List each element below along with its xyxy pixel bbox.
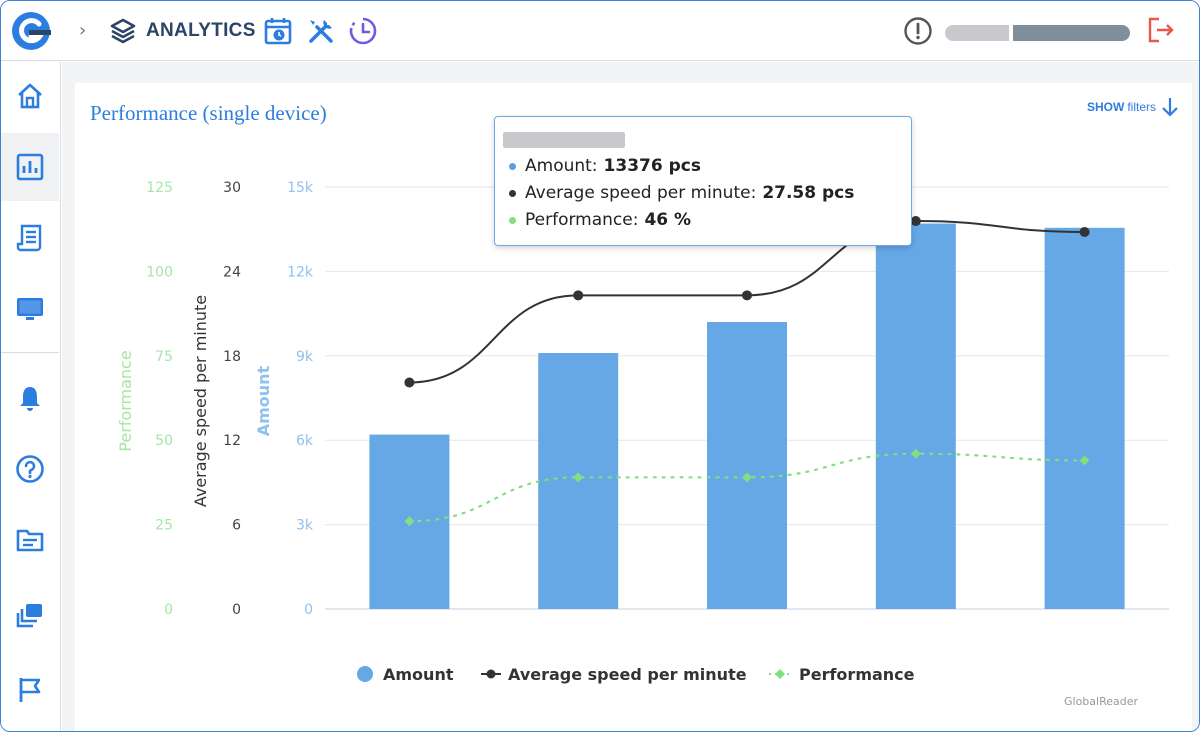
- receipt-icon: [16, 224, 42, 252]
- tooltip-row-performance: Performance: 46 %: [509, 209, 691, 231]
- user-name-placeholder[interactable]: [945, 25, 1009, 41]
- bar-amount: [1044, 227, 1125, 609]
- chevron-right-icon: ›: [79, 20, 87, 41]
- tooltip-value: 27.58 pcs: [762, 183, 855, 203]
- flag-icon: [19, 678, 41, 702]
- timer-icon[interactable]: [347, 15, 379, 47]
- point-performance: [1079, 455, 1090, 466]
- bar-amount: [875, 223, 956, 609]
- sidebar-item-help[interactable]: [1, 435, 59, 503]
- axis-tick-label: 15k: [287, 180, 314, 196]
- axis-tick-label: 50: [155, 433, 173, 449]
- tooltip-header-placeholder: [503, 132, 625, 148]
- logout-icon[interactable]: [1145, 14, 1177, 46]
- chart-tooltip: Amount: 13376 pcs Average speed per minu…: [494, 116, 912, 246]
- monitor-icon: [17, 298, 43, 320]
- layers-icon: [110, 18, 136, 44]
- axis-tick-label: 0: [232, 602, 241, 618]
- sidebar-item-collections[interactable]: [1, 582, 59, 650]
- sidebar-divider: [1, 352, 59, 353]
- point-performance: [910, 448, 921, 459]
- point-speed: [1079, 227, 1090, 238]
- legend-amount-label: Amount: [383, 664, 454, 684]
- tooltip-row-amount: Amount: 13376 pcs: [509, 155, 701, 177]
- tooltip-dot: [509, 216, 516, 224]
- legend-performance-label: Performance: [799, 664, 915, 684]
- point-performance: [742, 472, 752, 483]
- bar-chart-icon: [16, 153, 44, 181]
- sidebar-item-reports-flag[interactable]: [1, 656, 59, 724]
- axis-tick-label: 30: [223, 180, 241, 196]
- tooltip-label: Amount:: [525, 156, 598, 176]
- alert-icon[interactable]: [903, 16, 933, 46]
- axis-tick-label: 0: [304, 602, 313, 618]
- axis-tick-label: 6k: [296, 433, 314, 449]
- chart-credit: GlobalReader: [1064, 695, 1139, 708]
- show-filters-label-strong: SHOW: [1087, 100, 1125, 114]
- performance-chart: 0 25 50 75 100 125 Performance 0 6 12 18 24 30 Averag…: [116, 180, 1169, 618]
- user-role-placeholder[interactable]: [1013, 25, 1130, 41]
- axis-tick-label: 12: [223, 433, 241, 449]
- tooltip-label: Average speed per minute:: [525, 183, 757, 203]
- sidebar-item-devices[interactable]: [1, 275, 59, 343]
- legend-amount-marker: [357, 666, 373, 682]
- axis-tick-label: 3k: [296, 518, 314, 534]
- arrow-down-icon: [1162, 98, 1178, 117]
- app-logo-icon[interactable]: [9, 9, 53, 53]
- axis-tick-label: 6: [232, 518, 241, 534]
- legend-performance[interactable]: Performance: [769, 663, 915, 685]
- axis-tick-label: 0: [164, 602, 173, 618]
- bell-icon: [20, 387, 40, 411]
- axis-title: Average speed per minute: [191, 295, 210, 507]
- axis-title: Amount: [254, 365, 273, 436]
- point-speed: [573, 290, 584, 301]
- bar-amount: [707, 322, 787, 609]
- legend-speed-label: Average speed per minute: [508, 664, 747, 684]
- axis-tick-label: 18: [223, 349, 241, 365]
- app-name: ANALYTICS: [146, 20, 256, 41]
- axis-tick-label: 75: [155, 349, 173, 365]
- tooltip-label: Performance:: [525, 210, 639, 230]
- sidebar-item-documents[interactable]: [1, 506, 59, 574]
- axis-tick-label: 100: [146, 264, 173, 280]
- point-speed: [742, 290, 752, 301]
- top-bar: › ANALYTICS: [1, 1, 1199, 61]
- tooltip-value: 46 %: [644, 210, 692, 230]
- layers-stack-icon: [16, 604, 42, 628]
- folder-icon: [16, 529, 44, 552]
- legend-performance-marker: [769, 669, 791, 679]
- axis-tick-label: 25: [155, 518, 173, 534]
- sidebar-item-notifications[interactable]: [1, 364, 59, 432]
- tools-icon[interactable]: [305, 15, 337, 47]
- calendar-clock-icon[interactable]: [263, 15, 295, 47]
- legend-speed-marker: [481, 669, 501, 679]
- tooltip-value: 13376 pcs: [603, 156, 701, 176]
- axis-tick-label: 24: [223, 264, 241, 280]
- show-filters-label: filters: [1127, 100, 1157, 114]
- help-icon: [16, 455, 44, 483]
- tooltip-dot: [509, 162, 516, 170]
- sidebar-item-home[interactable]: [1, 62, 59, 130]
- sidebar-item-reports[interactable]: [1, 204, 59, 272]
- sidebar: [1, 62, 61, 731]
- legend-speed[interactable]: Average speed per minute: [481, 663, 747, 685]
- axis-tick-label: 9k: [296, 349, 314, 365]
- tooltip-dot: [509, 189, 516, 197]
- show-filters-button[interactable]: SHOW filters: [1087, 96, 1180, 118]
- point-speed: [910, 216, 921, 227]
- point-performance: [573, 472, 584, 483]
- axis-tick-label: 125: [146, 180, 173, 196]
- line-performance: [408, 452, 1086, 523]
- page-title: Performance (single device): [90, 101, 327, 125]
- legend-amount[interactable]: Amount: [356, 663, 453, 685]
- point-speed: [404, 377, 415, 388]
- axis-title: Performance: [116, 350, 135, 451]
- tooltip-row-speed: Average speed per minute: 27.58 pcs: [509, 182, 854, 204]
- home-icon: [18, 83, 42, 109]
- axis-tick-label: 12k: [287, 264, 314, 280]
- sidebar-item-analytics[interactable]: [1, 133, 59, 201]
- point-performance: [404, 516, 415, 527]
